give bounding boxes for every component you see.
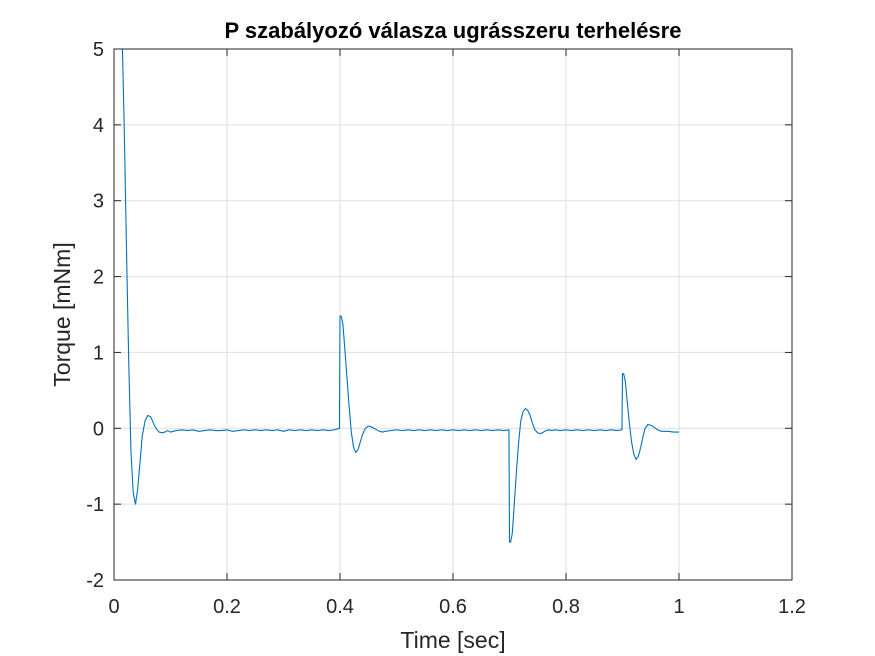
x-axis-label: Time [sec]	[400, 627, 505, 653]
y-tick-labels: -2 -1 0 1 2 3 4 5	[86, 39, 104, 592]
x-tick-label: 1	[673, 596, 684, 618]
tick-marks	[113, 48, 793, 581]
x-tick-label: 0.4	[326, 596, 354, 618]
x-tick-label: 1.2	[778, 596, 806, 618]
y-tick-label: 5	[93, 39, 104, 61]
y-tick-label: 1	[93, 342, 104, 364]
x-tick-label: 0.6	[439, 596, 467, 618]
y-tick-label: 4	[93, 115, 104, 137]
y-axis-label: Torque [mNm]	[49, 242, 75, 386]
x-tick-labels: 0 0.2 0.4 0.6 0.8 1 1.2	[108, 596, 805, 618]
y-tick-label: 0	[93, 418, 104, 440]
series-group	[114, 48, 679, 543]
y-tick-label: 2	[93, 267, 104, 289]
chart-title: P szabályozó válasza ugrásszeru terhelés…	[225, 18, 682, 43]
x-tick-label: 0	[108, 596, 119, 618]
series-line-0	[114, 48, 679, 543]
x-tick-label: 0.2	[213, 596, 241, 618]
y-tick-label: -1	[86, 494, 104, 516]
y-tick-label: 3	[93, 191, 104, 213]
x-tick-label: 0.8	[552, 596, 580, 618]
y-tick-label: -2	[86, 570, 104, 592]
